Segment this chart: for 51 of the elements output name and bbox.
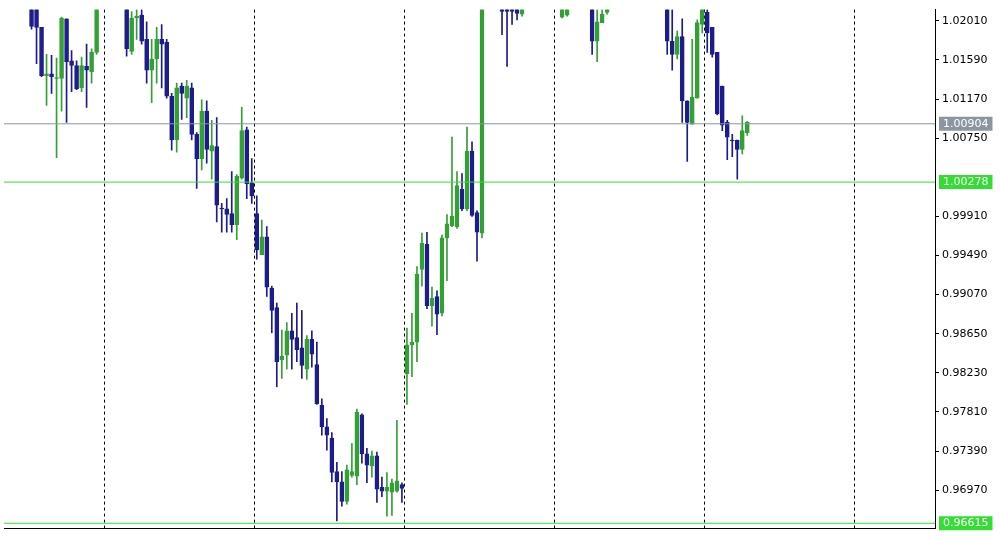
candlestick [159,24,164,89]
ref-line-label: 1.00904 [943,116,989,130]
candlestick [154,26,159,84]
candlestick [729,134,735,158]
candlestick [89,48,94,84]
y-tick-label: 0.97810 [942,404,988,418]
candlestick [174,82,180,153]
candlestick [39,26,44,77]
y-tick-label: 0.99490 [942,248,988,262]
candlestick [144,21,149,84]
y-tick-label: 1.01170 [942,91,988,105]
candlestick [124,9,129,57]
candlestick [34,9,39,64]
candlestick [84,43,89,108]
candlestick [289,312,295,370]
candlestick [29,9,34,30]
candlestick [149,39,154,104]
candlestick [44,53,49,106]
ref-line-label: 1.00278 [943,174,989,188]
y-tick-label: 1.00750 [942,131,988,144]
candlestick [139,9,144,45]
candlestick [504,9,510,67]
candlestick [64,18,69,123]
candlestick [224,198,230,233]
y-tick-label: 1.02010 [942,13,988,27]
candlestick [179,82,185,120]
candlestick [94,9,99,55]
y-tick-label: 1.01590 [942,52,988,66]
candlestick [74,60,79,91]
candlestick [79,56,84,92]
candlestick [294,302,300,363]
y-tick-label: 0.97390 [942,443,988,457]
ref-line-label: 0.96615 [943,516,989,530]
candlestick [59,16,64,112]
y-tick-label: 0.99070 [942,287,988,301]
candlestick [69,50,74,92]
candlestick [219,203,225,233]
candlestick [164,39,170,99]
candlestick [229,171,235,233]
candlestick [209,120,215,180]
y-tick-label: 0.99910 [942,209,988,223]
candlestick [129,11,134,55]
candlestick [399,482,405,503]
y-tick-label: 0.98230 [942,365,988,379]
candlestick [499,9,505,36]
y-tick-label: 0.96970 [942,483,988,497]
candlestick [279,329,285,379]
candlestick [509,9,515,25]
candlestick [669,9,675,71]
candlestick [169,93,175,151]
y-tick-label: 0.98650 [942,326,988,340]
